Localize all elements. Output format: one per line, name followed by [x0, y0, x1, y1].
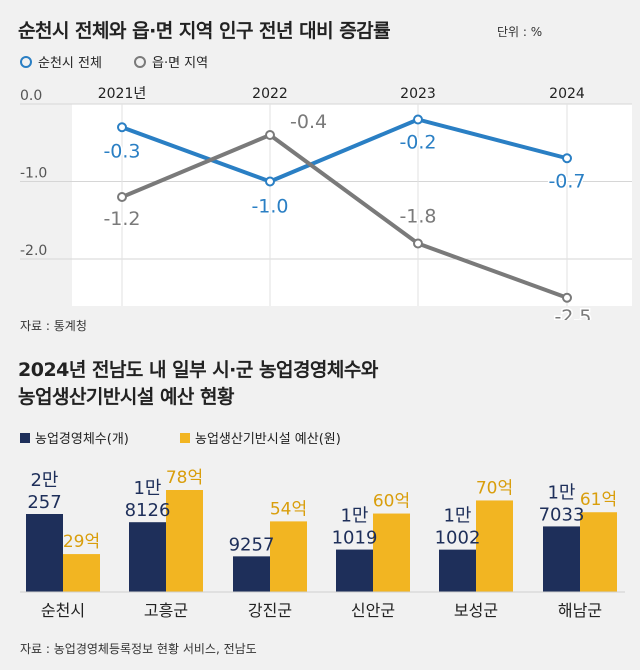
bar-label-series1: 7033 [539, 504, 585, 525]
y-tick-label: 0.0 [20, 88, 42, 104]
data-point [413, 238, 423, 249]
chart1-unit: 단위 : % [497, 25, 543, 39]
plot-area [72, 104, 632, 306]
category-label: 고흥군 [144, 601, 188, 620]
y-tick-label: -1.0 [20, 166, 47, 182]
legend-item-series2: 읍·면 지역 [134, 52, 208, 71]
bar-label-series1: 1만 [443, 506, 471, 527]
chart2-title-line2: 농업생산기반시설 예산 현황 [18, 386, 235, 408]
bar-label-series1: 1002 [435, 528, 481, 549]
bar-label-series1: 1019 [332, 528, 378, 549]
bar-series2 [373, 513, 410, 592]
data-label: -0.3 [103, 140, 140, 162]
bar-series2 [166, 490, 203, 592]
data-point [413, 114, 423, 125]
bar-label-series1: 1만 [133, 478, 161, 499]
chart1-source: 자료 : 통계청 [20, 319, 87, 333]
category-label: 보성군 [454, 601, 498, 620]
data-point [265, 176, 275, 187]
bar-label-series1: 1만 [547, 482, 575, 503]
bar-series2 [580, 512, 617, 592]
legend-item-bar-series2: 농업생산기반시설 예산(원) [180, 428, 341, 447]
legend-item-series1: 순천시 전체 [20, 52, 102, 71]
data-label: -0.4 [290, 111, 327, 133]
legend-marker-series1 [20, 55, 32, 68]
bar-label-series2: 78억 [166, 468, 203, 488]
legend-swatch-bar-series1 [20, 432, 30, 443]
data-point [117, 192, 127, 202]
legend-swatch-bar-series2 [180, 432, 190, 443]
data-label: -0.2 [399, 132, 436, 154]
bar-label-series1: 1만 [340, 506, 368, 527]
x-tick-label: 2023 [400, 86, 436, 102]
legend-marker-series2 [134, 55, 146, 68]
data-point [562, 153, 572, 164]
chart2-source: 자료 : 농업경영체등록정보 현황 서비스, 전남도 [20, 642, 257, 656]
bar-label-series1: 257 [27, 492, 61, 513]
bar-label-series1: 8126 [125, 500, 171, 521]
bar-series2 [476, 500, 513, 592]
line-chart: 0.0 -1.0 -2.0 2021년 2022 2023 2024 -0.3 -1.0 -0.2… [20, 86, 632, 320]
legend-label-series1: 순천시 전체 [38, 56, 102, 71]
x-tick-label: 2022 [252, 86, 288, 102]
bar-label-series2: 60억 [373, 492, 410, 512]
category-label: 신안군 [351, 601, 395, 620]
bar-series1 [336, 549, 373, 592]
series-line-2 [121, 133, 568, 300]
bar-series2 [63, 554, 100, 592]
category-label: 강진군 [248, 601, 292, 620]
bar-label-series2: 29억 [63, 532, 100, 552]
legend-label-bar-series2: 농업생산기반시설 예산(원) [195, 432, 341, 447]
bar-series1 [233, 556, 270, 592]
legend-label-series2: 읍·면 지역 [152, 56, 209, 71]
bar-label-series1: 9257 [229, 534, 275, 555]
bar-series1 [129, 522, 166, 592]
data-label: -1.2 [103, 208, 140, 230]
chart2-title: 2024년 전남도 내 일부 시·군 농업경영체수와 농업생산기반시설 예산 현… [18, 357, 578, 411]
series-line-1 [121, 117, 568, 184]
bar-series1 [26, 514, 63, 592]
chart1-title: 순천시 전체와 읍·면 지역 인구 전년 대비 증감률 [18, 20, 391, 42]
category-label: 순천시 [41, 601, 85, 620]
legend-item-bar-series1: 농업경영체수(개) [20, 428, 129, 447]
category-label: 해남군 [558, 601, 602, 620]
data-label: -0.7 [548, 170, 585, 192]
x-tick-label: 2024 [549, 86, 585, 102]
bar-series1 [439, 549, 476, 592]
data-point [117, 122, 127, 133]
data-label: -2.5 [554, 306, 591, 320]
legend-label-bar-series1: 농업경영체수(개) [35, 432, 129, 447]
x-tick-label: 2021년 [98, 86, 147, 102]
chart2-title-line1: 2024년 전남도 내 일부 시·군 농업경영체수와 [18, 359, 378, 381]
bar-label-series1: 2만 [30, 470, 58, 491]
data-label: -1.0 [251, 196, 288, 218]
data-point [562, 292, 572, 303]
data-label: -1.8 [399, 206, 436, 228]
bar-label-series2: 70억 [476, 478, 513, 498]
bar-label-series2: 54억 [270, 499, 307, 519]
bar-series1 [543, 526, 580, 592]
bar-series2 [270, 521, 307, 592]
bar-label-series2: 61억 [580, 490, 617, 510]
data-point [265, 130, 275, 140]
y-tick-label: -2.0 [20, 243, 47, 259]
